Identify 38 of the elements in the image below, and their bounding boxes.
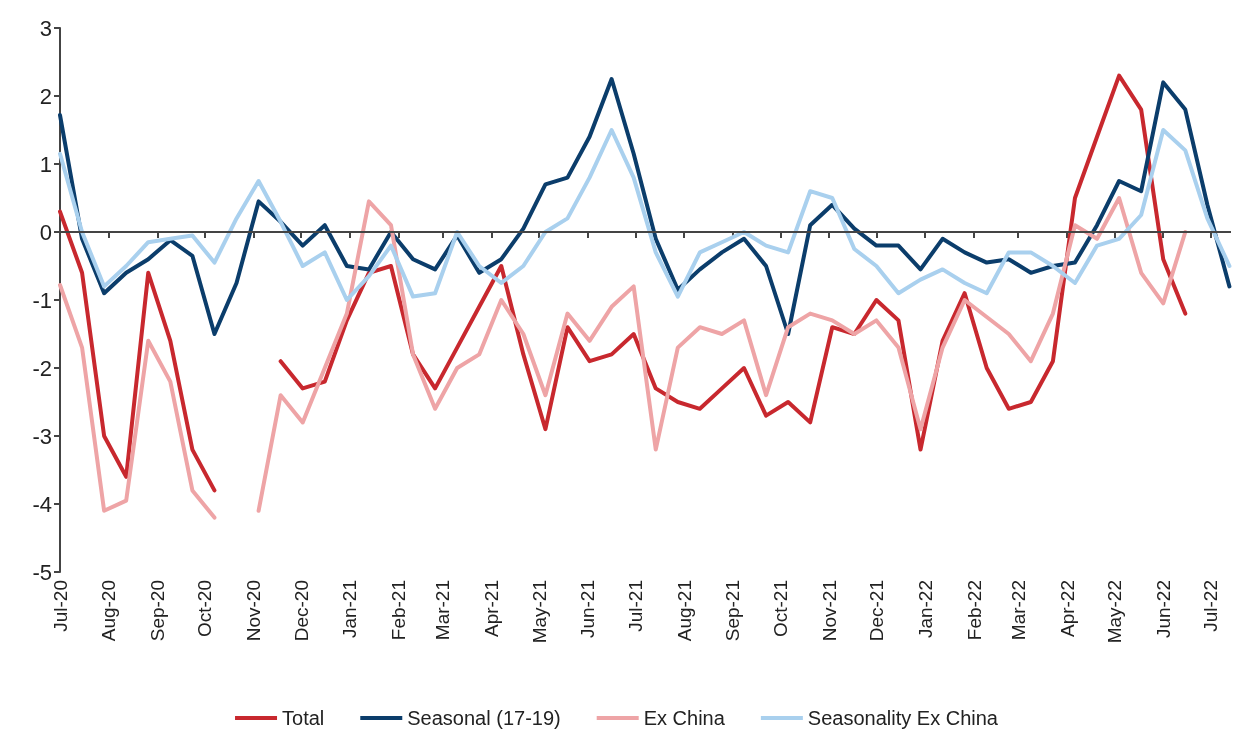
x-tick-label: Mar-22	[1007, 580, 1029, 641]
x-tick-label: Dec-20	[290, 580, 312, 642]
y-tick-label: -5	[32, 559, 52, 585]
y-tick-label: -3	[32, 423, 52, 449]
x-tick-label: Sep-21	[722, 580, 744, 642]
x-tick-label: Dec-21	[865, 580, 887, 642]
x-tick-label: Jul-22	[1200, 580, 1222, 632]
x-tick-label: Jun-22	[1152, 580, 1174, 639]
legend-label: Seasonal (17-19)	[407, 707, 561, 729]
x-tick-label: Jul-20	[49, 580, 71, 632]
y-tick-label: 3	[39, 15, 52, 41]
legend-label: Total	[282, 707, 325, 729]
x-tick-label: Oct-21	[769, 580, 791, 638]
x-tick-label: May-22	[1103, 580, 1125, 644]
x-tick-label: Feb-21	[388, 580, 410, 641]
y-tick-label: 0	[39, 219, 52, 245]
x-tick-label: May-21	[528, 580, 550, 644]
x-tick-label: Apr-21	[481, 580, 503, 638]
y-tick-label: -4	[32, 491, 52, 517]
y-tick-label: 1	[39, 151, 52, 177]
x-tick-label: Jan-21	[339, 580, 361, 639]
y-tick-label: -2	[32, 355, 52, 381]
x-tick-label: Nov-21	[818, 580, 840, 642]
x-tick-label: Jul-21	[624, 580, 646, 632]
x-tick-label: Jun-21	[577, 580, 599, 639]
x-tick-label: Jan-22	[914, 580, 936, 639]
x-tick-label: Mar-21	[432, 580, 454, 641]
x-tick-label: Aug-21	[673, 580, 695, 642]
x-tick-label: Aug-20	[98, 580, 120, 642]
legend-label: Seasonality Ex China	[807, 707, 999, 729]
x-tick-label: Oct-20	[194, 580, 216, 638]
x-tick-label: Feb-22	[963, 580, 985, 641]
y-tick-label: 2	[39, 83, 52, 109]
legend-label: Ex China	[643, 707, 726, 729]
y-tick-label: -1	[32, 287, 52, 313]
x-tick-label: Sep-20	[147, 580, 169, 642]
x-tick-label: Apr-22	[1056, 580, 1078, 638]
x-tick-label: Nov-20	[243, 580, 265, 642]
